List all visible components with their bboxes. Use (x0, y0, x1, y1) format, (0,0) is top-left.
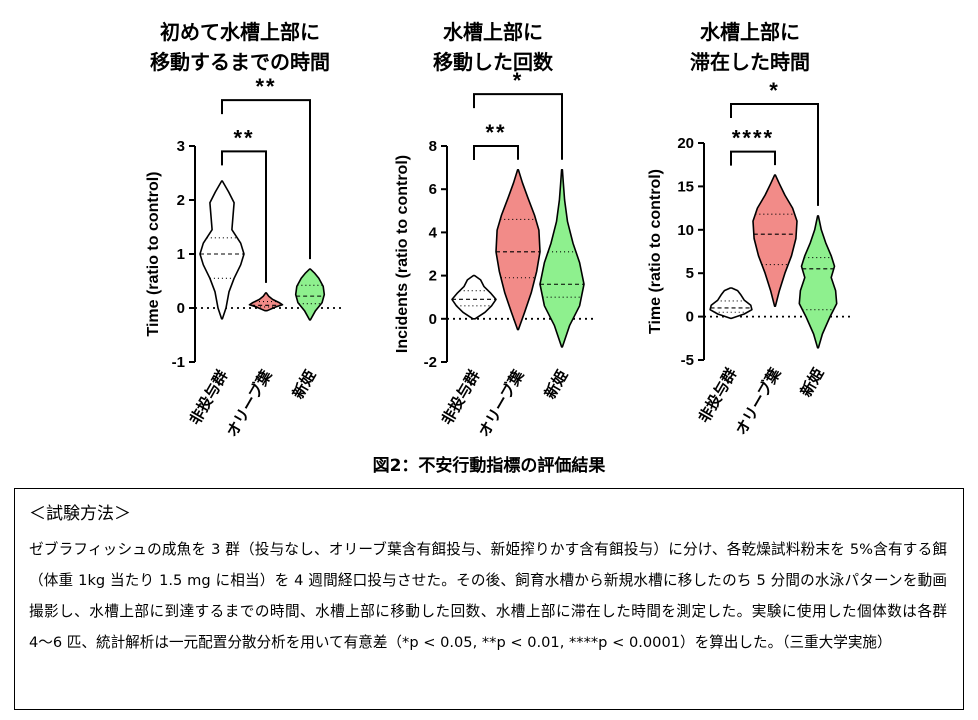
y-axis-label: Time (ratio to control) (145, 171, 162, 336)
chart-title-line: 初めて水槽上部に (160, 20, 320, 44)
significance-label: * (513, 68, 524, 93)
x-category-label: 新姫 (797, 365, 828, 400)
significance-label: ** (485, 120, 506, 145)
y-tick-label: 0 (429, 311, 437, 328)
violin-2 (495, 169, 541, 331)
violin-1 (199, 180, 245, 320)
y-tick-label: -1 (172, 354, 185, 371)
significance-bracket (473, 145, 519, 160)
y-tick-label: -2 (424, 354, 437, 371)
chart-title-line: 滞在した時間 (690, 50, 810, 74)
violin-1 (451, 274, 497, 320)
violin-3 (798, 215, 838, 349)
y-tick-label: -5 (681, 352, 694, 369)
x-category-label: オリーブ葉 (223, 366, 276, 440)
y-tick-label: 6 (429, 181, 437, 198)
y-tick-label: 15 (677, 178, 694, 195)
y-tick-label: 3 (177, 138, 185, 155)
y-tick-label: 2 (177, 192, 185, 209)
y-tick-label: 2 (429, 268, 437, 285)
significance-label: **** (732, 126, 774, 151)
y-tick-label: 0 (686, 309, 694, 326)
significance-bracket (730, 102, 819, 206)
x-category-label: 非投与群 (186, 367, 232, 428)
x-category-label: オリーブ葉 (732, 364, 785, 438)
significance-bracket (221, 99, 311, 260)
y-tick-label: 1 (177, 246, 185, 263)
significance-bracket (221, 150, 267, 283)
y-tick-label: 10 (677, 222, 694, 239)
y-tick-label: 20 (677, 135, 694, 152)
y-tick-label: 8 (429, 138, 437, 155)
x-category-label: 新姫 (289, 367, 320, 402)
chart-title-line: 水槽上部に (443, 20, 543, 44)
significance-label: * (769, 78, 780, 103)
violin-2 (752, 174, 798, 308)
method-title: ＜試験方法＞ (29, 504, 131, 524)
y-tick-label: 4 (429, 224, 438, 241)
violin-3 (294, 268, 326, 321)
significance-bracket (730, 150, 776, 166)
violin-1 (709, 287, 753, 320)
y-axis-label: Incidents (ratio to control) (394, 155, 411, 353)
figure-caption-text: 図2：不安行動指標の評価結果 (372, 456, 606, 476)
method-box: ＜試験方法＞ ゼブラフィッシュの成魚を 3 群（投与なし、オリーブ葉含有餌投与、… (14, 488, 964, 710)
significance-label: ** (233, 125, 254, 150)
violin-2 (248, 292, 284, 312)
x-category-label: 非投与群 (438, 367, 484, 428)
chart-title-line: 水槽上部に (700, 20, 800, 44)
chart-2: 水槽上部に移動した回数 -2 0 2 4 6 8 Incidents (ratio to co… (394, 20, 597, 440)
method-body: ゼブラフィッシュの成魚を 3 群（投与なし、オリーブ葉含有餌投与、新姫搾りかす含… (29, 541, 947, 651)
y-axis-label: Time (ratio to control) (647, 169, 664, 334)
y-tick-label: 5 (686, 265, 694, 282)
significance-bracket (473, 93, 563, 160)
x-category-label: オリーブ葉 (475, 366, 528, 440)
x-category-label: 新姫 (541, 367, 572, 402)
chart-title-line: 移動するまでの時間 (150, 50, 330, 74)
chart-title-line: 移動した回数 (433, 50, 554, 74)
y-tick-label: 0 (177, 300, 185, 317)
violin-3 (539, 169, 585, 348)
significance-label: ** (255, 74, 276, 99)
figure-caption: 図2：不安行動指標の評価結果 (0, 451, 978, 476)
x-category-label: 非投与群 (695, 365, 741, 426)
chart-3: 水槽上部に滞在した時間 -5 0 5 10 15 20 Time (ratio to cont… (647, 20, 853, 438)
